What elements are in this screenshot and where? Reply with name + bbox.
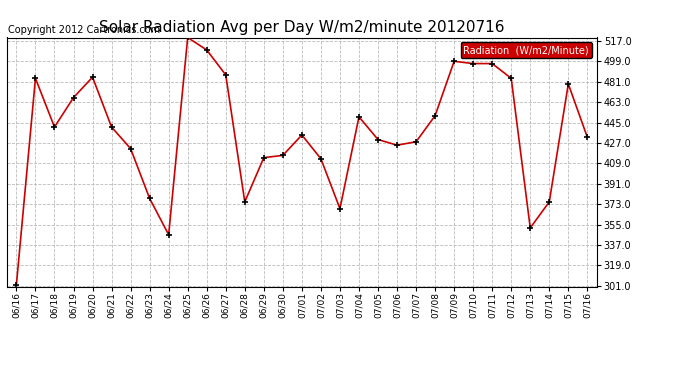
Title: Solar Radiation Avg per Day W/m2/minute 20120716: Solar Radiation Avg per Day W/m2/minute … [99,20,504,35]
Text: Copyright 2012 Cartronics.com: Copyright 2012 Cartronics.com [8,25,160,35]
Legend: Radiation  (W/m2/Minute): Radiation (W/m2/Minute) [460,42,592,58]
